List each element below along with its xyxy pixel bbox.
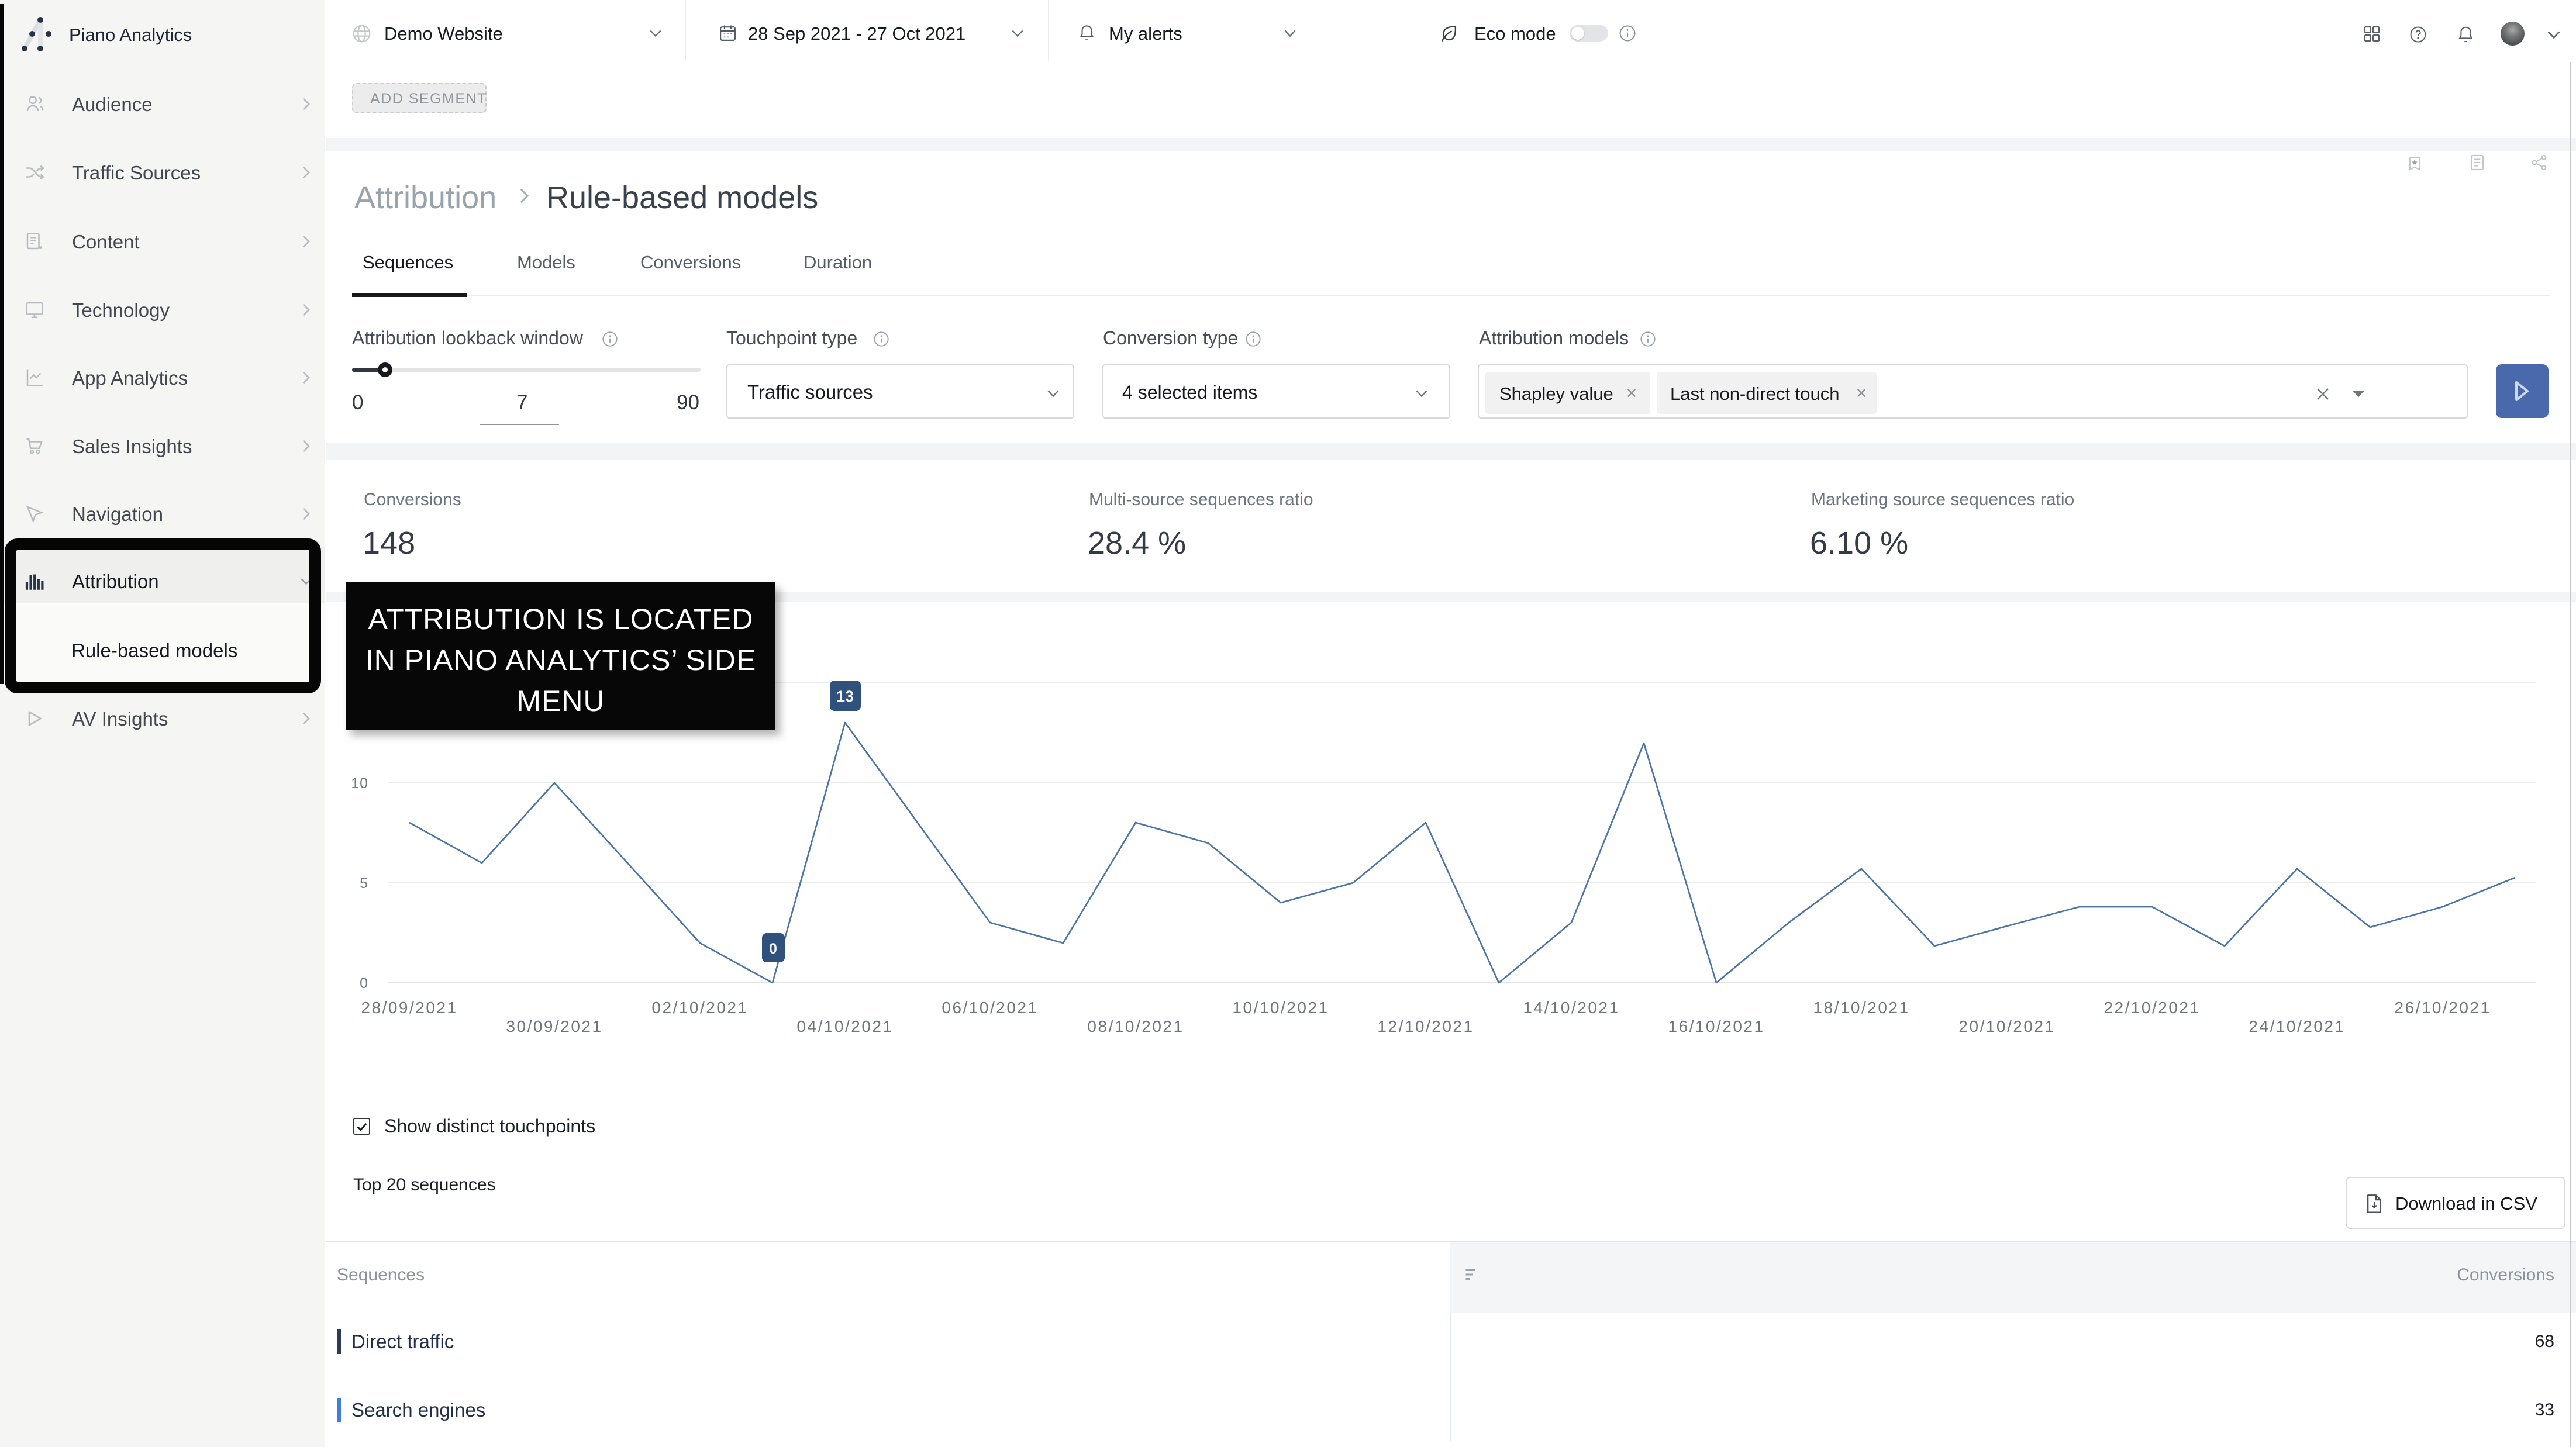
svg-text:16/10/2021: 16/10/2021 <box>1668 1017 1764 1035</box>
svg-text:10: 10 <box>351 775 368 792</box>
svg-text:30/09/2021: 30/09/2021 <box>506 1017 602 1035</box>
svg-text:26/10/2021: 26/10/2021 <box>2394 999 2491 1017</box>
svg-text:13: 13 <box>836 688 854 705</box>
svg-text:10/10/2021: 10/10/2021 <box>1232 999 1329 1017</box>
svg-text:06/10/2021: 06/10/2021 <box>942 999 1038 1017</box>
svg-text:22/10/2021: 22/10/2021 <box>2103 999 2200 1017</box>
svg-text:28/09/2021: 28/09/2021 <box>361 999 457 1017</box>
svg-text:24/10/2021: 24/10/2021 <box>2249 1017 2345 1035</box>
svg-text:0: 0 <box>769 941 777 957</box>
svg-text:5: 5 <box>360 875 368 892</box>
svg-text:18/10/2021: 18/10/2021 <box>1813 999 1909 1017</box>
svg-text:02/10/2021: 02/10/2021 <box>651 999 748 1017</box>
svg-text:08/10/2021: 08/10/2021 <box>1087 1017 1184 1035</box>
svg-text:20/10/2021: 20/10/2021 <box>1958 1017 2055 1035</box>
svg-text:12/10/2021: 12/10/2021 <box>1377 1017 1474 1035</box>
svg-text:14/10/2021: 14/10/2021 <box>1523 999 1619 1017</box>
svg-text:0: 0 <box>360 975 368 992</box>
svg-text:04/10/2021: 04/10/2021 <box>796 1017 893 1035</box>
